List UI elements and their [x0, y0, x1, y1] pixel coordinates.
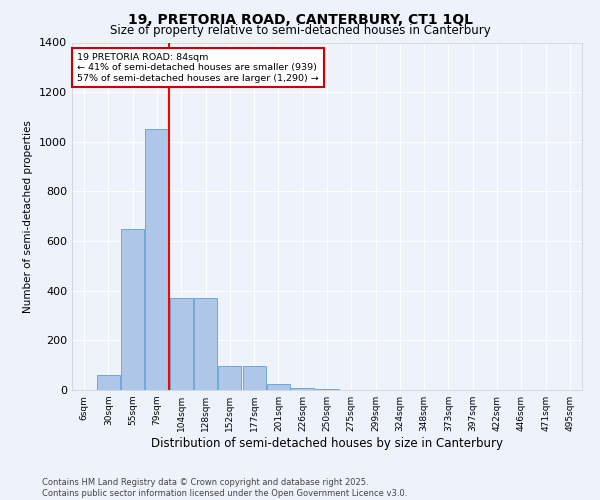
- X-axis label: Distribution of semi-detached houses by size in Canterbury: Distribution of semi-detached houses by …: [151, 437, 503, 450]
- Text: 19, PRETORIA ROAD, CANTERBURY, CT1 1QL: 19, PRETORIA ROAD, CANTERBURY, CT1 1QL: [128, 12, 473, 26]
- Text: Contains HM Land Registry data © Crown copyright and database right 2025.
Contai: Contains HM Land Registry data © Crown c…: [42, 478, 407, 498]
- Bar: [291, 388, 314, 390]
- Y-axis label: Number of semi-detached properties: Number of semi-detached properties: [23, 120, 34, 312]
- Bar: [242, 366, 266, 390]
- Bar: [170, 298, 193, 390]
- Text: Size of property relative to semi-detached houses in Canterbury: Size of property relative to semi-detach…: [110, 24, 490, 37]
- Bar: [97, 375, 120, 390]
- Text: 19 PRETORIA ROAD: 84sqm
← 41% of semi-detached houses are smaller (939)
57% of s: 19 PRETORIA ROAD: 84sqm ← 41% of semi-de…: [77, 53, 319, 82]
- Bar: [316, 389, 338, 390]
- Bar: [121, 228, 144, 390]
- Bar: [145, 130, 169, 390]
- Bar: [194, 298, 217, 390]
- Bar: [267, 384, 290, 390]
- Bar: [218, 366, 241, 390]
